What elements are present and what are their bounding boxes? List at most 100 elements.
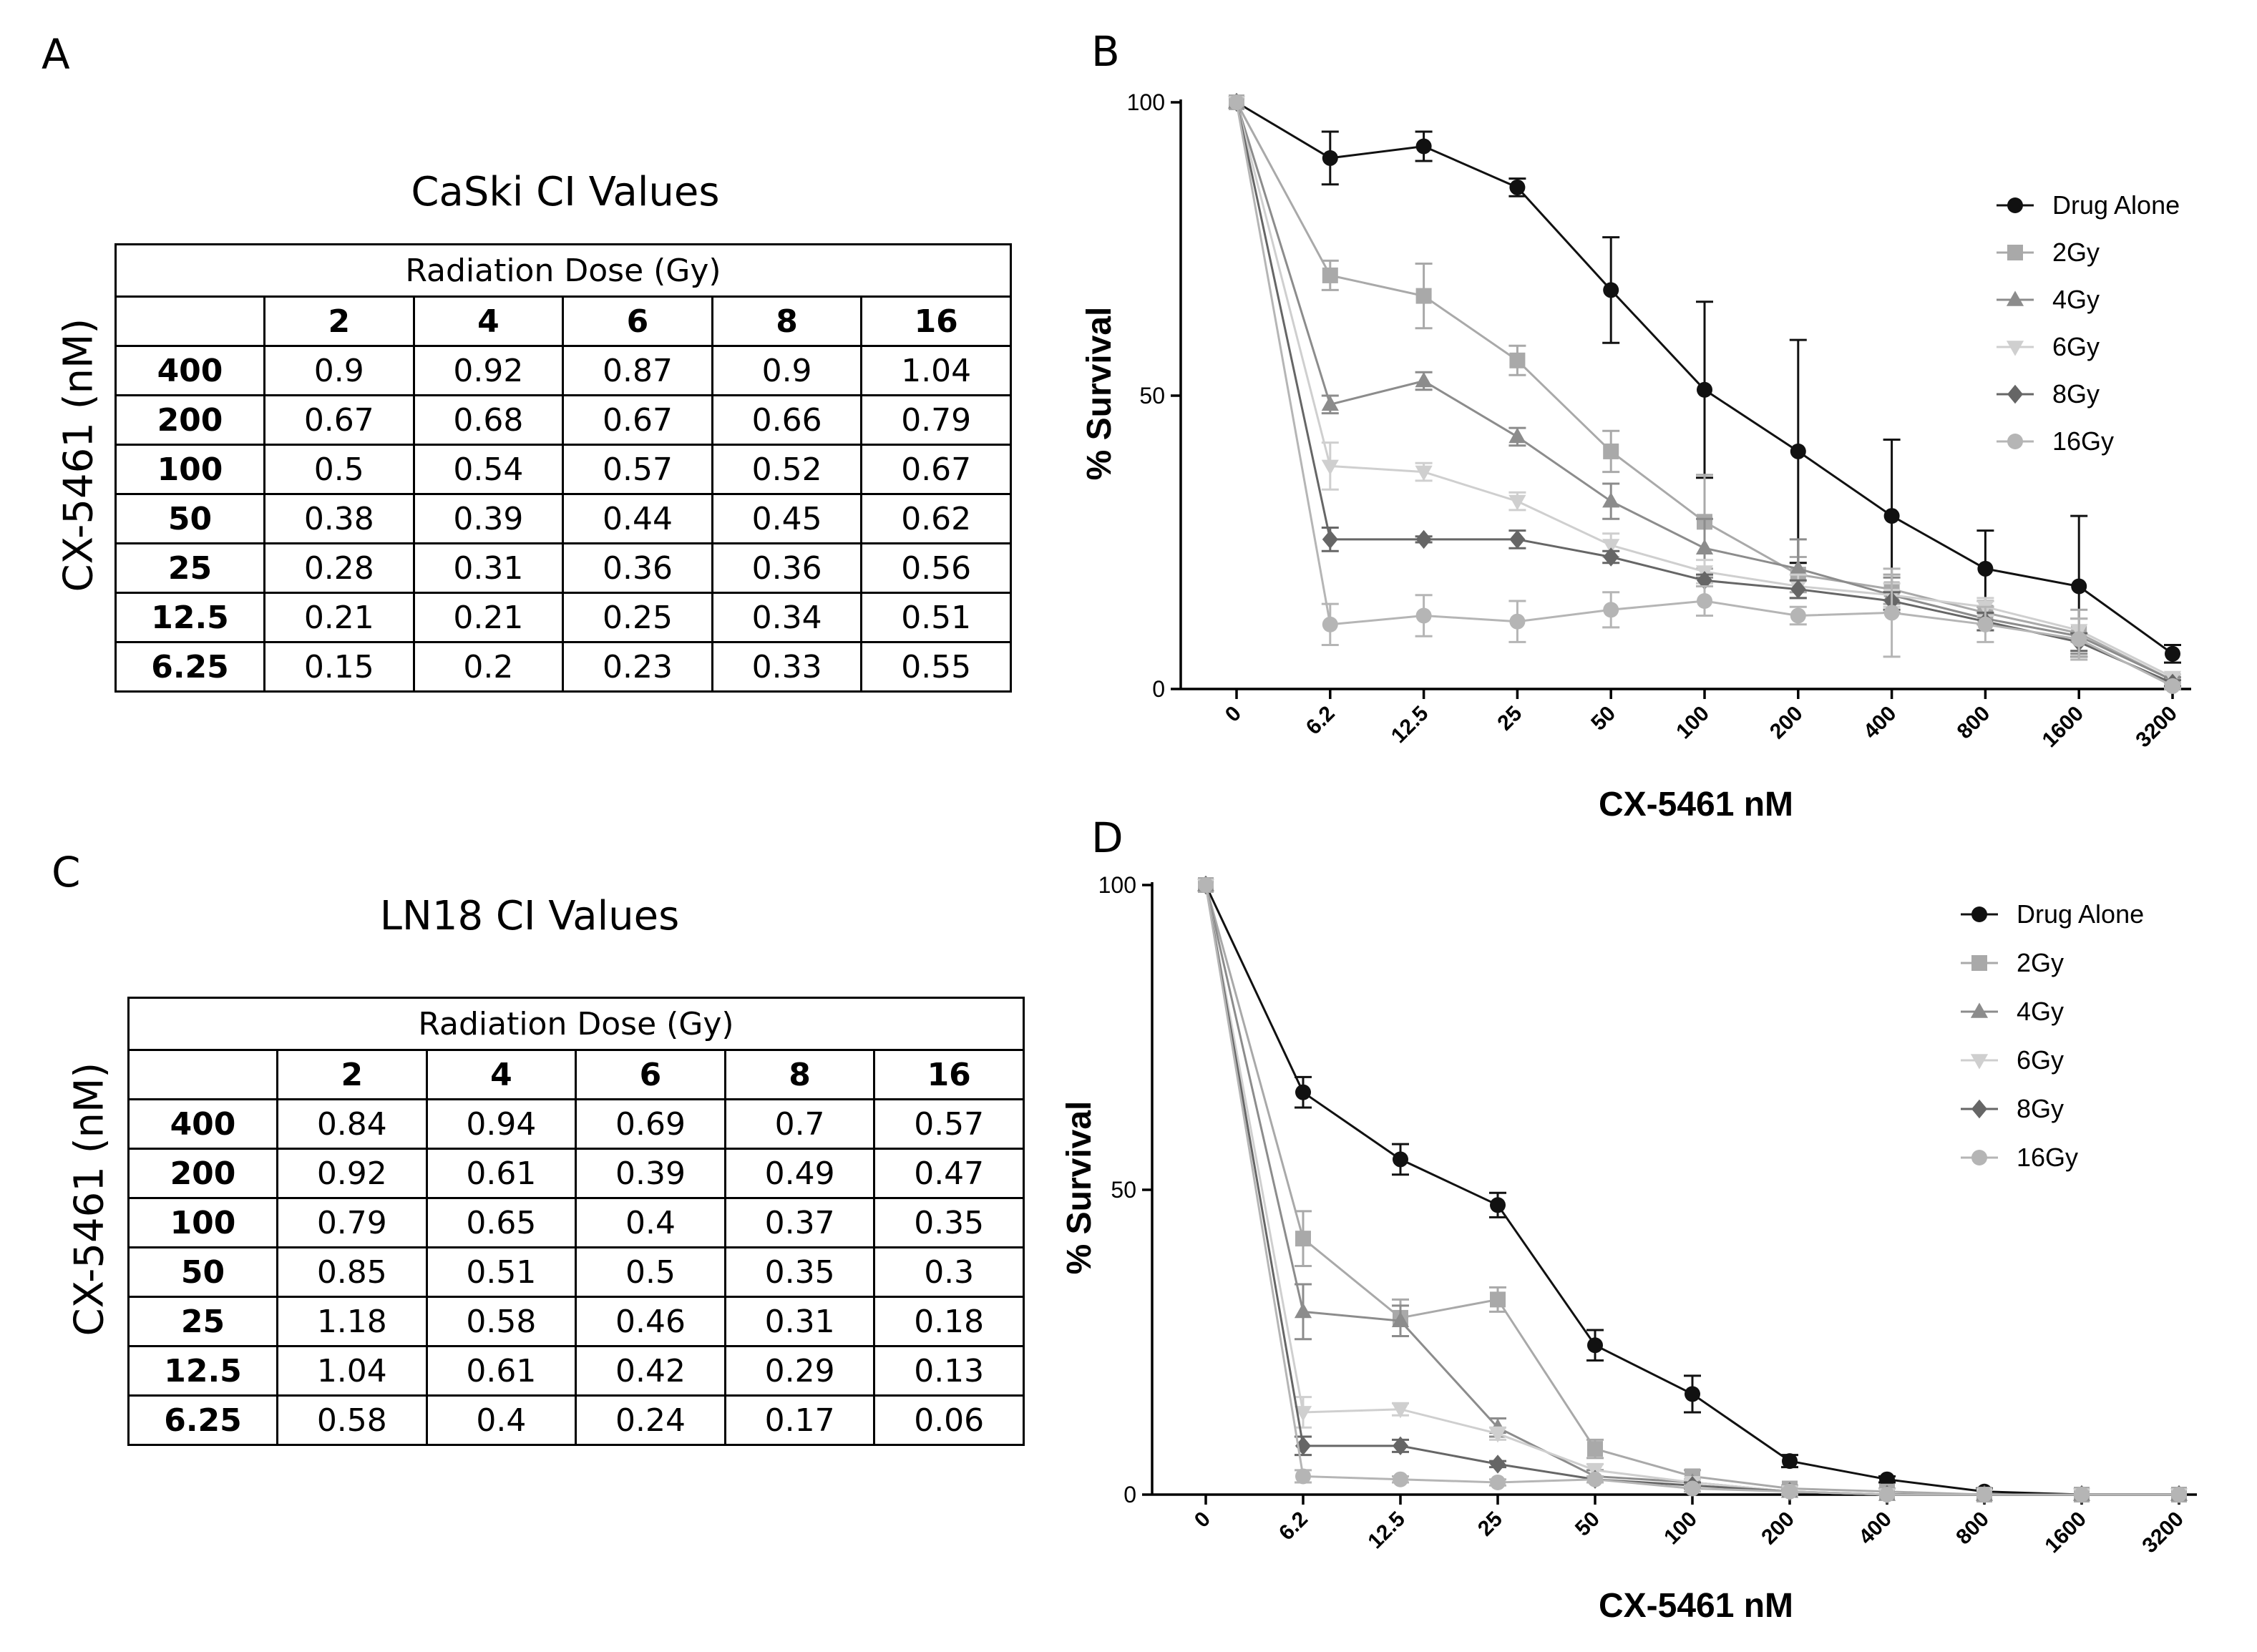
ci-cell: 0.51 [860, 592, 1012, 643]
series-16gy [1198, 877, 2187, 1502]
data-point [1976, 1487, 1992, 1502]
ci-cell: 0.38 [263, 493, 415, 544]
table-row: 25 0.28 0.31 0.36 0.36 0.56 [114, 542, 1012, 594]
ci-cell: 0.39 [412, 493, 565, 544]
ln18-dose-header: Radiation Dose (Gy) [127, 997, 1025, 1051]
row-label: 100 [114, 444, 265, 495]
ci-cell: 0.67 [860, 444, 1012, 495]
ci-cell: 0.87 [562, 345, 713, 396]
ci-cell: 0.31 [723, 1296, 876, 1347]
caski-col-head: 4 [412, 295, 565, 347]
ci-cell: 0.92 [412, 345, 565, 396]
data-point [1229, 94, 1244, 110]
data-point [1321, 395, 1339, 411]
ci-cell: 0.52 [711, 444, 863, 495]
ci-cell: 0.58 [425, 1296, 577, 1347]
data-point [2071, 631, 2087, 647]
data-point [1393, 1471, 1408, 1487]
ci-cell: 0.9 [263, 345, 415, 396]
ci-cell: 0.67 [562, 394, 713, 446]
legend-label: Drug Alone [2052, 190, 2180, 220]
ln18-col-head: 4 [425, 1049, 577, 1100]
row-label: 50 [127, 1246, 278, 1298]
x-tick-label: 100 [1659, 1507, 1702, 1550]
data-point [2165, 645, 2180, 662]
caski-col-head: 8 [711, 295, 863, 347]
data-point [1490, 1455, 1506, 1474]
ci-cell: 0.33 [711, 641, 863, 693]
data-point [1415, 465, 1433, 482]
ci-cell: 0.56 [860, 542, 1012, 594]
data-point [1415, 529, 1432, 549]
ci-cell: 0.85 [276, 1246, 428, 1298]
ci-cell: 0.94 [425, 1098, 577, 1150]
data-point [1697, 593, 1712, 609]
x-tick-label: 0 [1221, 702, 1246, 727]
table-row: 25 1.18 0.58 0.46 0.31 0.18 [127, 1296, 1025, 1347]
ci-cell: 0.25 [562, 592, 713, 643]
ci-cell: 0.84 [276, 1098, 428, 1150]
data-point [1587, 1471, 1603, 1487]
table-row: 400 0.84 0.94 0.69 0.7 0.57 [127, 1098, 1025, 1150]
row-label: 6.25 [114, 641, 265, 693]
x-tick-label: 12.5 [1387, 702, 1433, 748]
caski-col-head: 6 [562, 295, 713, 347]
legend-marker [1971, 1150, 1987, 1165]
data-point [2171, 1487, 2187, 1502]
legend-label: 16Gy [2052, 426, 2114, 456]
panel-letter-d: D [1091, 813, 1123, 862]
data-point [1782, 1453, 1798, 1470]
data-point [1322, 150, 1338, 166]
row-label: 25 [114, 542, 265, 594]
ci-cell: 0.35 [873, 1197, 1025, 1248]
ci-cell: 0.65 [425, 1197, 577, 1248]
data-point [1883, 508, 1900, 524]
data-point [1977, 560, 1994, 577]
panel-letter-b: B [1091, 27, 1120, 76]
data-point [1322, 529, 1338, 549]
x-tick-label: 50 [1571, 1507, 1604, 1541]
ci-cell: 0.37 [723, 1197, 876, 1248]
data-point [1883, 605, 1900, 621]
y-tick-label: 0 [1152, 676, 1165, 702]
data-point [1789, 559, 1807, 575]
ci-cell: 0.21 [412, 592, 565, 643]
ci-cell: 0.9 [711, 345, 863, 396]
ci-cell: 0.24 [575, 1394, 726, 1446]
data-point [1198, 877, 1214, 893]
row-label: 12.5 [114, 592, 265, 643]
x-tick-label: 100 [1672, 702, 1714, 744]
data-point [1509, 179, 1526, 195]
data-point [2165, 678, 2180, 694]
chart-d-survival: 0 50 100 0 6.2 12.5 25 50 100 200 400 800 1600 3200 CX… [1061, 872, 2197, 1625]
data-point [1393, 1436, 1408, 1456]
legend-label: 16Gy [2017, 1143, 2078, 1172]
legend-marker [1971, 955, 1987, 971]
data-point [1490, 1291, 1506, 1308]
y-axis-title: % Survival [1081, 307, 1118, 481]
row-label: 200 [127, 1148, 278, 1199]
row-label: 400 [127, 1098, 278, 1150]
y-tick-label: 100 [1127, 89, 1165, 115]
data-point [1415, 288, 1432, 304]
ci-cell: 0.5 [263, 444, 415, 495]
panel-letter-a: A [42, 30, 70, 79]
ci-cell: 0.61 [425, 1345, 577, 1397]
data-point [1603, 602, 1619, 618]
x-axis-title: CX-5461 nM [1599, 1587, 1793, 1625]
legend-marker [1970, 1054, 1989, 1070]
x-tick-label: 12.5 [1363, 1507, 1410, 1554]
data-point [1790, 580, 1806, 599]
x-tick-label: 0 [1190, 1507, 1215, 1533]
ci-cell: 0.57 [562, 444, 713, 495]
row-label: 12.5 [127, 1345, 278, 1397]
legend-marker [1970, 1002, 1989, 1018]
row-label: 100 [127, 1197, 278, 1248]
ci-cell: 0.13 [873, 1345, 1025, 1397]
x-tick-label: 6.2 [1302, 702, 1340, 740]
table-row: 100 0.79 0.65 0.4 0.37 0.35 [127, 1197, 1025, 1248]
ci-cell: 0.69 [575, 1098, 726, 1150]
y-tick-label: 50 [1111, 1177, 1136, 1203]
data-point [1695, 539, 1714, 554]
table-row: 200 0.92 0.61 0.39 0.49 0.47 [127, 1148, 1025, 1199]
